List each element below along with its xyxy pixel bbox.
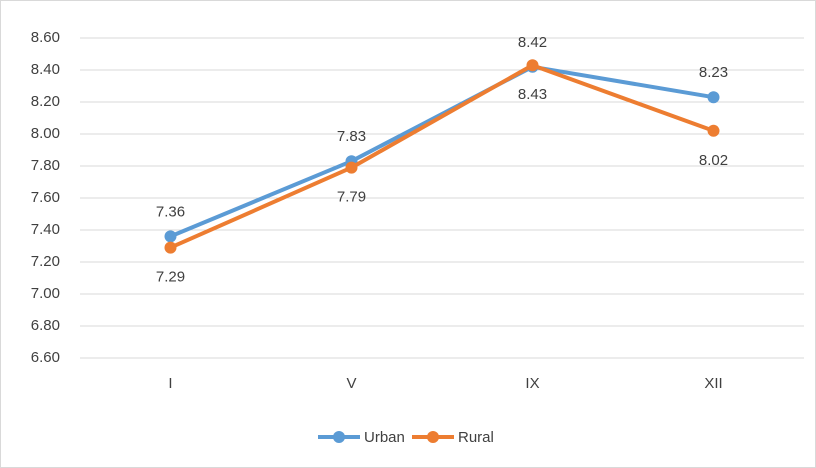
data-label: 8.43 xyxy=(518,86,547,103)
x-tick-label: I xyxy=(168,375,172,392)
series-line xyxy=(169,64,714,239)
x-tick-label: XII xyxy=(704,375,722,392)
data-label: 8.42 xyxy=(518,34,547,51)
point xyxy=(707,124,720,137)
legend-marker xyxy=(427,431,439,443)
y-tick-label: 7.60 xyxy=(31,189,60,206)
data-label: 7.36 xyxy=(156,203,185,220)
x-tick-label: V xyxy=(346,375,356,392)
y-tick-label: 7.40 xyxy=(31,221,60,238)
legend-label: Rural xyxy=(458,429,494,446)
y-tick-label: 8.00 xyxy=(31,125,60,142)
y-tick-label: 6.60 xyxy=(31,349,60,366)
y-tick-label: 6.80 xyxy=(31,317,60,334)
data-label: 7.79 xyxy=(337,189,366,206)
point xyxy=(707,91,720,104)
y-tick-label: 7.80 xyxy=(31,157,60,174)
y-tick-label: 8.40 xyxy=(31,61,60,78)
point xyxy=(345,161,358,174)
point xyxy=(164,230,177,243)
series-line xyxy=(169,63,715,250)
y-tick-label: 7.00 xyxy=(31,285,60,302)
point xyxy=(164,241,177,254)
y-tick-label: 8.60 xyxy=(31,29,60,46)
y-tick-label: 7.20 xyxy=(31,253,60,270)
legend-marker xyxy=(333,431,345,443)
x-tick-label: IX xyxy=(525,375,539,392)
data-label: 8.02 xyxy=(699,152,728,169)
y-tick-label: 8.20 xyxy=(31,93,60,110)
data-label: 8.23 xyxy=(699,64,728,81)
data-label: 7.29 xyxy=(156,269,185,286)
legend-label: Urban xyxy=(364,429,405,446)
data-label: 7.83 xyxy=(337,128,366,145)
point xyxy=(526,59,539,72)
